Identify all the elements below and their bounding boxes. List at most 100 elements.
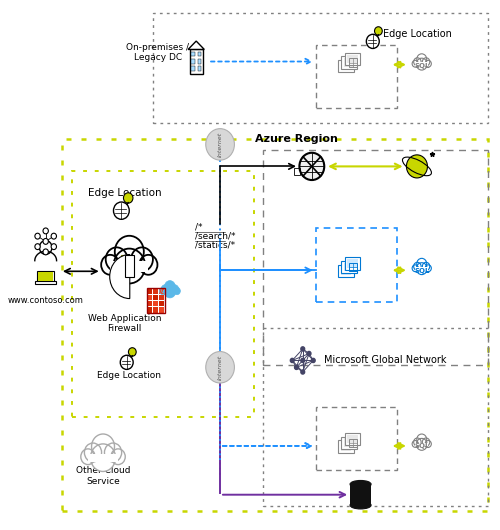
Text: Web Application
Firewall: Web Application Firewall	[88, 314, 162, 333]
Circle shape	[412, 60, 418, 67]
Circle shape	[414, 438, 421, 446]
Bar	[35, 281, 56, 284]
Circle shape	[174, 287, 180, 295]
Circle shape	[290, 358, 294, 363]
Circle shape	[140, 255, 158, 275]
Text: SQL: SQL	[414, 63, 430, 69]
Text: Other Cloud
Service: Other Cloud Service	[76, 466, 130, 485]
Bar	[126, 254, 134, 277]
Ellipse shape	[350, 501, 371, 509]
Circle shape	[416, 58, 427, 70]
Bar	[121, 254, 130, 277]
Bar	[38, 271, 54, 282]
Circle shape	[35, 233, 40, 239]
Bar	[153, 301, 158, 306]
Circle shape	[425, 440, 432, 447]
Bar	[190, 49, 203, 74]
Bar	[72, 171, 254, 417]
Text: /statics/*: /statics/*	[195, 241, 235, 250]
Bar	[345, 52, 360, 65]
Circle shape	[164, 280, 175, 293]
Circle shape	[206, 351, 234, 383]
Bar	[192, 66, 195, 71]
Circle shape	[43, 249, 49, 255]
Circle shape	[161, 285, 169, 294]
Bar	[263, 149, 488, 365]
Text: Microsoft Global Network: Microsoft Global Network	[324, 356, 446, 366]
Circle shape	[416, 263, 427, 275]
Bar	[147, 289, 152, 294]
Circle shape	[294, 365, 298, 369]
Bar	[344, 438, 354, 447]
Circle shape	[300, 153, 324, 180]
Circle shape	[104, 443, 122, 462]
Circle shape	[425, 60, 432, 67]
Circle shape	[164, 285, 176, 298]
Bar	[192, 51, 195, 56]
Bar	[153, 295, 158, 300]
Circle shape	[206, 129, 234, 160]
Bar	[415, 267, 428, 270]
Text: /search/*: /search/*	[195, 232, 235, 241]
Circle shape	[106, 248, 128, 271]
Circle shape	[406, 155, 428, 178]
Bar	[198, 66, 202, 71]
Bar	[342, 261, 357, 273]
Circle shape	[120, 355, 133, 369]
Circle shape	[422, 262, 430, 270]
Text: Internet: Internet	[218, 355, 222, 380]
Bar	[340, 442, 351, 450]
Wedge shape	[110, 254, 130, 298]
Bar	[147, 307, 152, 313]
Bar	[316, 45, 397, 108]
Bar	[342, 56, 357, 69]
Circle shape	[81, 449, 95, 465]
Text: /*: /*	[195, 223, 202, 232]
Bar	[198, 59, 202, 64]
Bar	[415, 443, 428, 446]
Bar	[316, 407, 397, 470]
Circle shape	[124, 193, 133, 203]
Circle shape	[84, 443, 102, 462]
Circle shape	[114, 202, 130, 219]
Bar	[88, 454, 118, 462]
Bar	[316, 228, 397, 302]
Bar	[159, 289, 164, 294]
Circle shape	[374, 26, 382, 35]
Circle shape	[412, 265, 418, 272]
Circle shape	[417, 54, 426, 65]
Bar	[349, 58, 356, 67]
Text: SQL: SQL	[414, 268, 430, 273]
Circle shape	[90, 444, 116, 472]
Circle shape	[160, 287, 166, 295]
Bar	[146, 288, 164, 313]
Bar	[340, 267, 351, 275]
Polygon shape	[188, 41, 204, 49]
Bar	[192, 59, 195, 64]
Circle shape	[131, 248, 153, 271]
Circle shape	[417, 434, 426, 445]
Text: www.contoso.com: www.contoso.com	[8, 296, 84, 305]
Bar	[340, 62, 351, 70]
Bar	[153, 13, 488, 123]
Bar	[159, 307, 164, 313]
Bar	[350, 484, 371, 505]
Bar	[263, 328, 488, 506]
Circle shape	[115, 236, 144, 268]
Bar	[163, 290, 177, 293]
Bar	[62, 139, 488, 511]
Text: Edge Location: Edge Location	[382, 29, 452, 39]
Bar	[342, 437, 357, 449]
Text: Edge Location: Edge Location	[88, 188, 162, 198]
Bar	[344, 263, 354, 271]
Text: Edge Location: Edge Location	[98, 370, 162, 379]
Circle shape	[422, 58, 430, 66]
Circle shape	[417, 258, 426, 269]
Bar	[345, 433, 360, 445]
Circle shape	[412, 440, 418, 447]
Bar	[348, 55, 358, 63]
Bar	[349, 263, 356, 271]
Circle shape	[92, 434, 114, 459]
Bar	[338, 60, 353, 72]
Ellipse shape	[350, 481, 371, 488]
